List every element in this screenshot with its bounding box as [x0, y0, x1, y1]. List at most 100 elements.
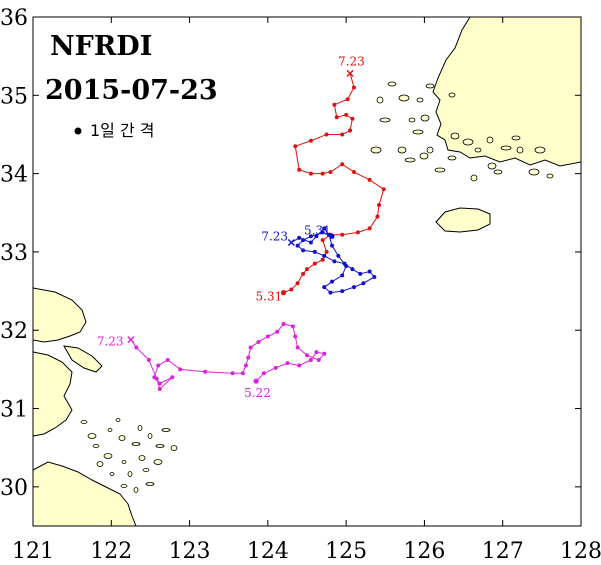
island-shape	[474, 147, 482, 153]
island-shape	[470, 174, 478, 182]
track-point	[301, 238, 306, 243]
legend-dot-icon	[74, 127, 82, 135]
track-point	[178, 367, 183, 372]
island-shape	[142, 468, 150, 472]
track-point	[289, 287, 294, 292]
track-point	[308, 357, 313, 362]
track-start-label: 5.22	[244, 386, 271, 400]
island-shape	[447, 155, 457, 161]
island-shape	[534, 146, 546, 154]
track-point	[305, 353, 309, 358]
track-point	[324, 132, 329, 137]
y-tick-label: 31	[0, 398, 28, 423]
track-point	[240, 371, 245, 376]
island-shape	[420, 114, 430, 122]
track-point	[146, 357, 151, 362]
map-title: NFRDI	[50, 31, 152, 62]
island-shape	[80, 420, 88, 424]
track-point	[320, 171, 325, 176]
track-end-marker	[346, 69, 354, 77]
island-shape	[462, 138, 474, 146]
track-point	[203, 369, 208, 374]
island-shape	[450, 132, 460, 140]
island-shape	[92, 444, 100, 448]
track-point	[308, 234, 313, 239]
island-shape	[408, 117, 416, 123]
island-shape	[426, 146, 434, 154]
china-coast-mid	[32, 351, 73, 437]
island-shape	[404, 157, 416, 163]
island-shape	[511, 135, 521, 141]
track-point	[361, 281, 366, 286]
track-point	[320, 257, 325, 262]
x-tick-label: 121	[12, 539, 54, 564]
island-shape	[516, 146, 524, 154]
y-tick-label: 34	[0, 163, 28, 188]
track-point	[345, 97, 350, 102]
island-shape	[398, 94, 410, 102]
island-shape	[161, 428, 171, 432]
y-tick-label: 36	[0, 6, 28, 31]
track-line	[130, 323, 326, 390]
axis-tick-labels: 121 122 123 124 125 126 127 128 30 31 32 33 34 35 36	[0, 6, 601, 564]
track-point	[344, 112, 349, 117]
track-point	[312, 249, 317, 254]
track-point	[256, 339, 261, 344]
island-shape	[170, 445, 178, 451]
track-labels: 5.31 7.23 5.31 7.23 5.22 7.23	[97, 54, 365, 400]
track-point	[367, 226, 372, 231]
track-point	[332, 259, 337, 264]
track-point	[340, 289, 345, 294]
track-end-marker	[287, 238, 295, 247]
island-shape	[109, 472, 115, 476]
track-point	[322, 351, 327, 356]
korea-mainland	[432, 16, 582, 167]
track-point	[328, 170, 333, 175]
track-point	[165, 357, 170, 362]
track-point	[301, 271, 306, 276]
track-point	[246, 355, 251, 360]
track-point	[351, 170, 356, 175]
track-point	[275, 329, 280, 334]
track-point	[305, 267, 309, 272]
x-tick-label: 124	[247, 539, 289, 564]
y-tick-label: 30	[0, 476, 28, 501]
track-point	[297, 363, 302, 368]
x-tick-label: 123	[169, 539, 211, 564]
island-shape	[486, 136, 494, 144]
track-point	[350, 267, 355, 272]
track-point	[230, 371, 235, 376]
track-point	[322, 226, 327, 231]
track-point	[344, 264, 349, 269]
island-shape	[425, 83, 435, 89]
track-point	[340, 132, 345, 137]
track-point	[355, 230, 360, 235]
island-shape	[103, 453, 113, 459]
island-shape	[376, 96, 384, 104]
track-point	[358, 271, 363, 276]
island-shape	[120, 484, 128, 488]
track-point	[367, 269, 372, 274]
island-shape	[500, 145, 512, 151]
track-point	[377, 202, 382, 207]
track-point	[332, 102, 337, 107]
track-point	[297, 235, 302, 240]
track-point	[285, 361, 290, 366]
track-end-label: 7.23	[261, 230, 288, 244]
island-shape	[528, 168, 540, 176]
track-point	[314, 350, 319, 355]
island-shape	[493, 169, 503, 175]
track-point	[316, 357, 321, 362]
track-point	[253, 378, 259, 384]
island-shape	[153, 459, 163, 465]
track-point	[334, 115, 339, 120]
island-shape	[138, 455, 146, 461]
track-point	[375, 214, 380, 219]
track-start-label: 5.31	[304, 223, 331, 237]
island-shape	[107, 428, 113, 432]
track-point	[314, 234, 319, 239]
track-point	[308, 171, 313, 176]
track-point	[157, 386, 162, 391]
track-point	[312, 261, 317, 266]
x-tick-label: 122	[90, 539, 132, 564]
